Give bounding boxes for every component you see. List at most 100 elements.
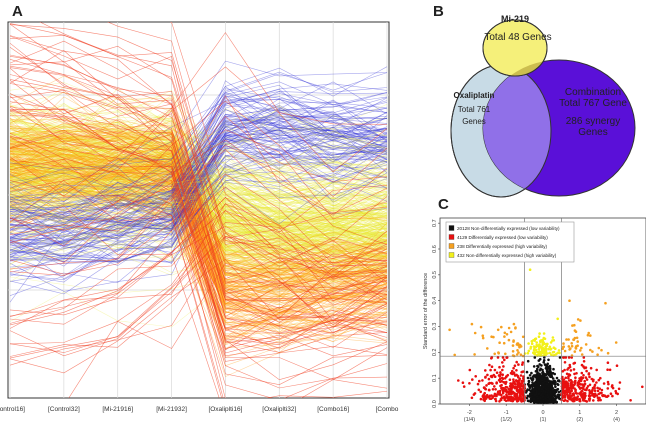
panel-a-series-line (9, 153, 388, 222)
panel-c-point (513, 392, 517, 395)
panel-c-point (539, 351, 542, 354)
panel-a-series-line (9, 120, 388, 224)
panel-c-point (536, 354, 539, 357)
panel-c-point (615, 364, 619, 367)
panel-a-series-line (9, 134, 388, 236)
panel-c-point (548, 374, 551, 377)
panel-c-point (580, 376, 583, 379)
panel-c-point (554, 380, 557, 384)
panel-c-point (597, 398, 600, 402)
panel-c-point (503, 335, 506, 338)
panel-c-point (568, 365, 572, 369)
panel-a-series-line (9, 100, 388, 244)
panel-c-point (580, 363, 584, 367)
panel-c-point (536, 400, 540, 403)
panel-a-series-line (9, 222, 388, 353)
panel-a-series-line (9, 105, 388, 205)
panel-c-point (523, 352, 527, 355)
panel-c-point (606, 394, 610, 398)
panel-a-series-line (9, 129, 388, 240)
panel-a-series-line (9, 86, 388, 246)
panel-a-series-line (9, 140, 388, 244)
panel-c-point (571, 397, 574, 400)
panel-c-point (502, 341, 506, 345)
panel-a-series-line (9, 130, 388, 214)
panel-a-series-line (9, 140, 388, 247)
panel-c-point (551, 351, 555, 354)
panel-a-x-tick-label: [Oxaliplti16] (208, 406, 242, 413)
panel-a-series-line (9, 104, 388, 148)
panel-a-series-line (9, 138, 388, 263)
panel-c-x-tick-fold-label: (4) (613, 417, 620, 423)
panel-a-series-line (68, 263, 388, 398)
panel-c-point (473, 353, 476, 356)
panel-c-point (500, 325, 503, 329)
panel-c-point (516, 374, 519, 378)
panel-a-series-line (9, 138, 388, 241)
panel-c-point (600, 388, 604, 392)
panel-c-point (503, 331, 507, 335)
panel-c-point (600, 348, 603, 352)
panel-a-series-line (9, 140, 388, 242)
panel-c-point (552, 393, 556, 397)
panel-a-x-tick-label: [Mi-21932] (156, 406, 187, 413)
panel-c-point (549, 386, 553, 389)
panel-a-series-line (9, 133, 388, 242)
panel-a-series-line (9, 115, 388, 231)
panel-c-point (489, 368, 492, 372)
panel-a-series-line (9, 193, 388, 326)
panel-a-series-line (9, 129, 388, 263)
panel-a-series-line (169, 22, 388, 233)
panel-c-point (503, 358, 506, 362)
panel-c-point (606, 387, 610, 390)
panel-c-point (562, 356, 566, 359)
panel-c-legend-swatch (448, 225, 455, 231)
panel-a-series-line (9, 223, 388, 337)
panel-c-point (548, 397, 551, 401)
panel-c-point (584, 366, 588, 369)
panel-c-point (494, 397, 497, 401)
panel-c-point (534, 375, 537, 379)
panel-c-point (537, 335, 541, 338)
panel-a-series-line (9, 119, 388, 283)
panel-a-series-line (9, 159, 388, 249)
panel-a-series-line (9, 91, 388, 203)
panel-a-series-line (39, 22, 388, 272)
panel-a-series-line (9, 137, 388, 258)
panel-c-point (507, 392, 511, 396)
panel-a-series-line (9, 236, 388, 366)
panel-c-point (494, 399, 498, 403)
panel-c-point (573, 372, 576, 376)
panel-c-point (509, 371, 513, 375)
panel-c-point (566, 399, 569, 403)
panel-a-series-line (9, 149, 388, 292)
panel-c-point (486, 373, 489, 377)
panel-c-point (517, 379, 521, 382)
panel-a-series-line (9, 142, 388, 298)
panel-c-point (499, 371, 502, 374)
panel-c-point (479, 397, 483, 401)
panel-a-series-line (9, 195, 388, 367)
panel-a-series-line (9, 176, 388, 266)
panel-c-point (461, 381, 465, 384)
panel-a-series-line (9, 121, 388, 290)
panel-c-point (554, 397, 557, 400)
panel-c-point (591, 386, 595, 390)
panel-a-series-line (9, 134, 388, 235)
panel-a-series-line (9, 172, 388, 296)
panel-c-point (596, 389, 600, 393)
panel-c-point (576, 397, 579, 401)
panel-c-point (528, 386, 532, 390)
panel-c-point (512, 366, 515, 370)
panel-a-series-line (9, 95, 388, 240)
venn-combination-label: Total 767 Gene (559, 98, 627, 109)
panel-a-series-line (9, 110, 388, 226)
panel-c-point (588, 395, 591, 398)
panel-a-series-line (9, 136, 388, 231)
panel-a-series-line (9, 199, 388, 322)
panel-c-point (592, 378, 595, 382)
panel-a-series-line (9, 126, 388, 273)
panel-c-point (510, 392, 513, 396)
panel-a-series-line (9, 156, 388, 398)
